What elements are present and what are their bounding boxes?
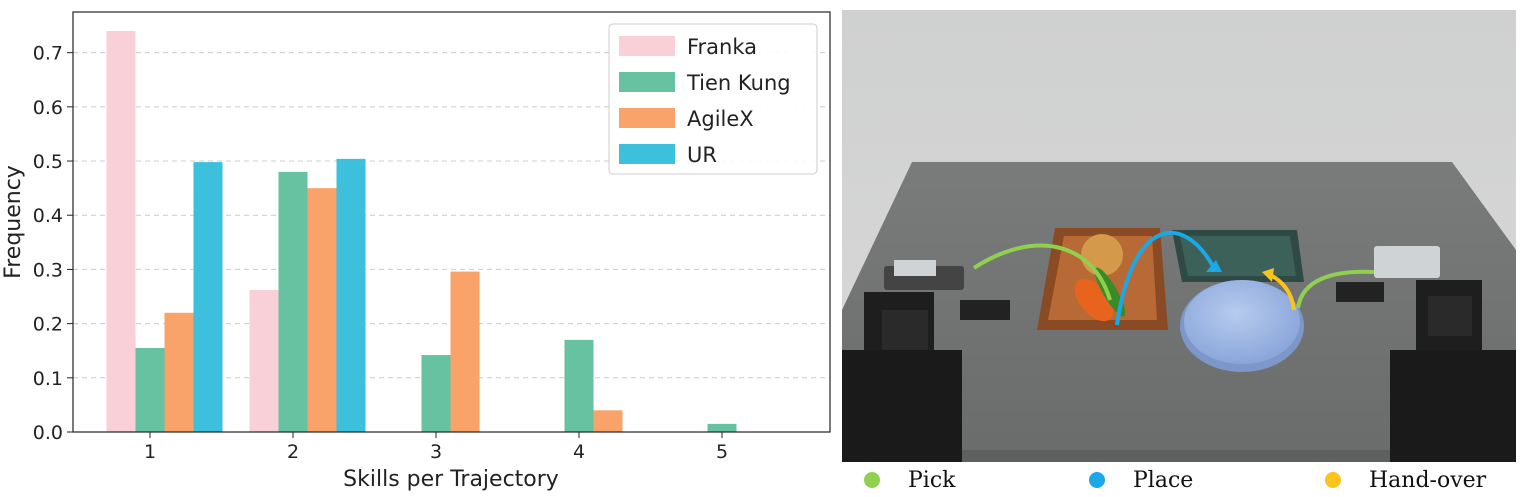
legend-swatch: [619, 108, 675, 128]
legend-label: UR: [687, 143, 717, 167]
bar-tien-kung-5: [707, 423, 737, 432]
legend-handover-label: Hand-over: [1369, 467, 1487, 493]
legend-swatch: [619, 36, 675, 56]
y-tick-label: 0.7: [33, 43, 63, 65]
x-tick-label: 1: [144, 441, 156, 463]
legend-swatch: [619, 144, 675, 164]
legend-label: Tien Kung: [686, 71, 791, 95]
legend-place: Place: [1089, 466, 1193, 494]
bar-franka-2: [249, 290, 279, 432]
bar-agilex-3: [450, 271, 480, 432]
bar-tien-kung-3: [421, 355, 451, 432]
y-tick-label: 0.4: [33, 205, 63, 227]
place-arrow: [1115, 230, 1216, 326]
y-axis-label: Frequency: [1, 165, 26, 279]
y-tick-label: 0.2: [33, 314, 63, 336]
blue-plate: [1180, 280, 1304, 372]
bar-agilex-2: [307, 188, 337, 432]
pick-arrow-left: [972, 243, 1112, 301]
legend-label: Franka: [687, 35, 757, 59]
x-axis-label: Skills per Trajectory: [343, 467, 559, 492]
y-tick-label: 0.3: [33, 259, 63, 281]
bars: [106, 30, 737, 433]
bar-tien-kung-2: [278, 171, 308, 432]
x-tick-label: 3: [430, 441, 442, 463]
x-tick-label: 2: [287, 441, 299, 463]
bar-franka-1: [106, 30, 136, 432]
x-tick-label: 5: [716, 441, 728, 463]
legend-swatch: [619, 72, 675, 92]
bar-tien-kung-4: [564, 339, 594, 432]
place-dot-icon: [1089, 472, 1105, 488]
legend-place-label: Place: [1133, 467, 1194, 493]
y-tick-label: 0.6: [33, 97, 63, 119]
legend-label: AgileX: [687, 107, 754, 131]
pick-arrow-right: [1296, 269, 1375, 309]
bar-ur-1: [193, 162, 223, 432]
green-tray: [1172, 230, 1304, 282]
y-tick-label: 0.1: [33, 368, 63, 390]
handover-dot-icon: [1325, 472, 1341, 488]
axes: 0.0 0.1 0.2 0.3 0.4 0.5 0.6 0.7 1 2 3 4 5: [33, 11, 831, 463]
bar-ur-2: [336, 158, 366, 433]
pick-dot-icon: [864, 472, 880, 488]
robot-scene-photo: [842, 10, 1516, 462]
bar-agilex-4: [593, 410, 623, 432]
y-tick-label: 0.5: [33, 151, 63, 173]
legend-box: [608, 23, 818, 175]
legend-handover: Hand-over: [1325, 466, 1486, 494]
legend-pick: Pick: [864, 466, 956, 494]
bar-chart: 0.0 0.1 0.2 0.3 0.4 0.5 0.6 0.7 1 2 3 4 5 Skills per…: [1, 11, 831, 492]
chart-legend: Franka Tien Kung AgileX UR: [608, 23, 818, 175]
bar-agilex-1: [164, 312, 194, 432]
y-tick-label: 0.0: [33, 422, 63, 444]
x-tick-label: 4: [573, 441, 585, 463]
legend-pick-label: Pick: [908, 467, 956, 493]
plot-frame: [72, 11, 831, 433]
table: [842, 162, 1516, 462]
bar-tien-kung-1: [135, 348, 165, 432]
left-robot-arm: [842, 260, 1010, 462]
right-robot-arm: [1336, 246, 1516, 462]
